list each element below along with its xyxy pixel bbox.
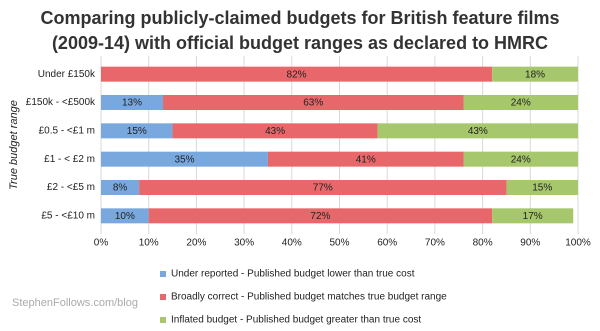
x-tick-label: 70% bbox=[425, 238, 445, 249]
data-label: 35% bbox=[174, 154, 194, 165]
data-label: 77% bbox=[313, 183, 333, 194]
legend-swatch bbox=[160, 294, 166, 300]
x-tick-label: 0% bbox=[94, 238, 109, 249]
y-tick-label: £1 - < £2 m bbox=[44, 154, 95, 165]
bar-segment bbox=[172, 123, 378, 139]
legend-label: Under reported - Published budget lower … bbox=[171, 269, 415, 280]
bar-segment bbox=[101, 151, 268, 167]
bar-segment bbox=[463, 95, 578, 110]
bar-segment bbox=[163, 95, 464, 110]
y-tick-label: £150k - <£500k bbox=[26, 97, 96, 108]
data-label: 82% bbox=[287, 69, 307, 80]
bar-segment bbox=[101, 180, 140, 195]
data-label: 43% bbox=[265, 126, 285, 137]
bars bbox=[101, 66, 578, 224]
legend-label: Broadly correct - Published budget match… bbox=[171, 292, 447, 303]
bar-segment bbox=[101, 66, 493, 82]
data-label: 10% bbox=[115, 211, 135, 222]
y-tick-label: £2 - <£5 m bbox=[47, 182, 95, 193]
bar-segment bbox=[492, 208, 574, 224]
data-label: 24% bbox=[511, 154, 531, 165]
data-label: 13% bbox=[122, 98, 142, 109]
y-tick-label: Under £150k bbox=[38, 69, 96, 80]
x-tick-label: 100% bbox=[565, 238, 591, 249]
data-label: 41% bbox=[356, 154, 376, 165]
y-axis-label: True budget range bbox=[8, 100, 20, 190]
watermark: StephenFollows.com/blog bbox=[12, 297, 138, 309]
x-tick-label: 10% bbox=[139, 238, 159, 249]
x-tick-label: 90% bbox=[520, 238, 540, 249]
x-tick-label: 80% bbox=[473, 238, 493, 249]
data-label: 63% bbox=[303, 98, 323, 109]
bar-segment bbox=[101, 208, 149, 224]
data-label: 15% bbox=[532, 183, 552, 194]
bar-segment bbox=[139, 180, 507, 195]
chart-title: (2009-14) with official budget ranges as… bbox=[52, 33, 548, 53]
bar-segment bbox=[267, 151, 464, 167]
data-label: 24% bbox=[511, 98, 531, 109]
x-tick-label: 50% bbox=[329, 238, 349, 249]
bar-segment bbox=[101, 123, 173, 139]
data-label: 18% bbox=[525, 69, 545, 80]
x-tick-label: 20% bbox=[186, 238, 206, 249]
data-label: 72% bbox=[310, 211, 330, 222]
data-label: 8% bbox=[113, 183, 128, 194]
bar-segment bbox=[101, 95, 164, 110]
y-tick-label: £0.5 - <£1 m bbox=[39, 125, 95, 136]
bar-segment bbox=[492, 66, 578, 82]
chart-title: Comparing publicly-claimed budgets for B… bbox=[40, 8, 559, 28]
bar-segment bbox=[148, 208, 493, 224]
bar-segment bbox=[463, 151, 578, 167]
data-label: 15% bbox=[127, 126, 147, 137]
bar-segment bbox=[377, 123, 578, 139]
legend-swatch bbox=[160, 271, 166, 277]
legend-label: Inflated budget - Published budget great… bbox=[171, 315, 421, 326]
x-tick-label: 40% bbox=[282, 238, 302, 249]
legend-swatch bbox=[160, 317, 166, 323]
x-tick-label: 60% bbox=[377, 238, 397, 249]
data-label: 17% bbox=[523, 211, 543, 222]
bar-segment bbox=[506, 180, 578, 195]
y-tick-label: £5 - <£10 m bbox=[41, 210, 95, 221]
data-label: 43% bbox=[468, 126, 488, 137]
x-tick-label: 30% bbox=[234, 238, 254, 249]
